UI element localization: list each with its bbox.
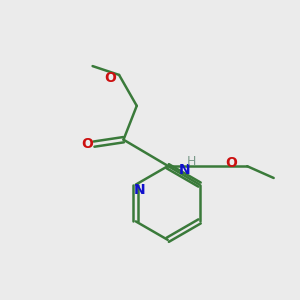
Text: O: O (225, 156, 237, 170)
Text: O: O (82, 137, 94, 151)
Text: H: H (187, 154, 196, 167)
Text: N: N (134, 184, 145, 197)
Text: N: N (178, 164, 190, 177)
Text: O: O (104, 71, 116, 85)
